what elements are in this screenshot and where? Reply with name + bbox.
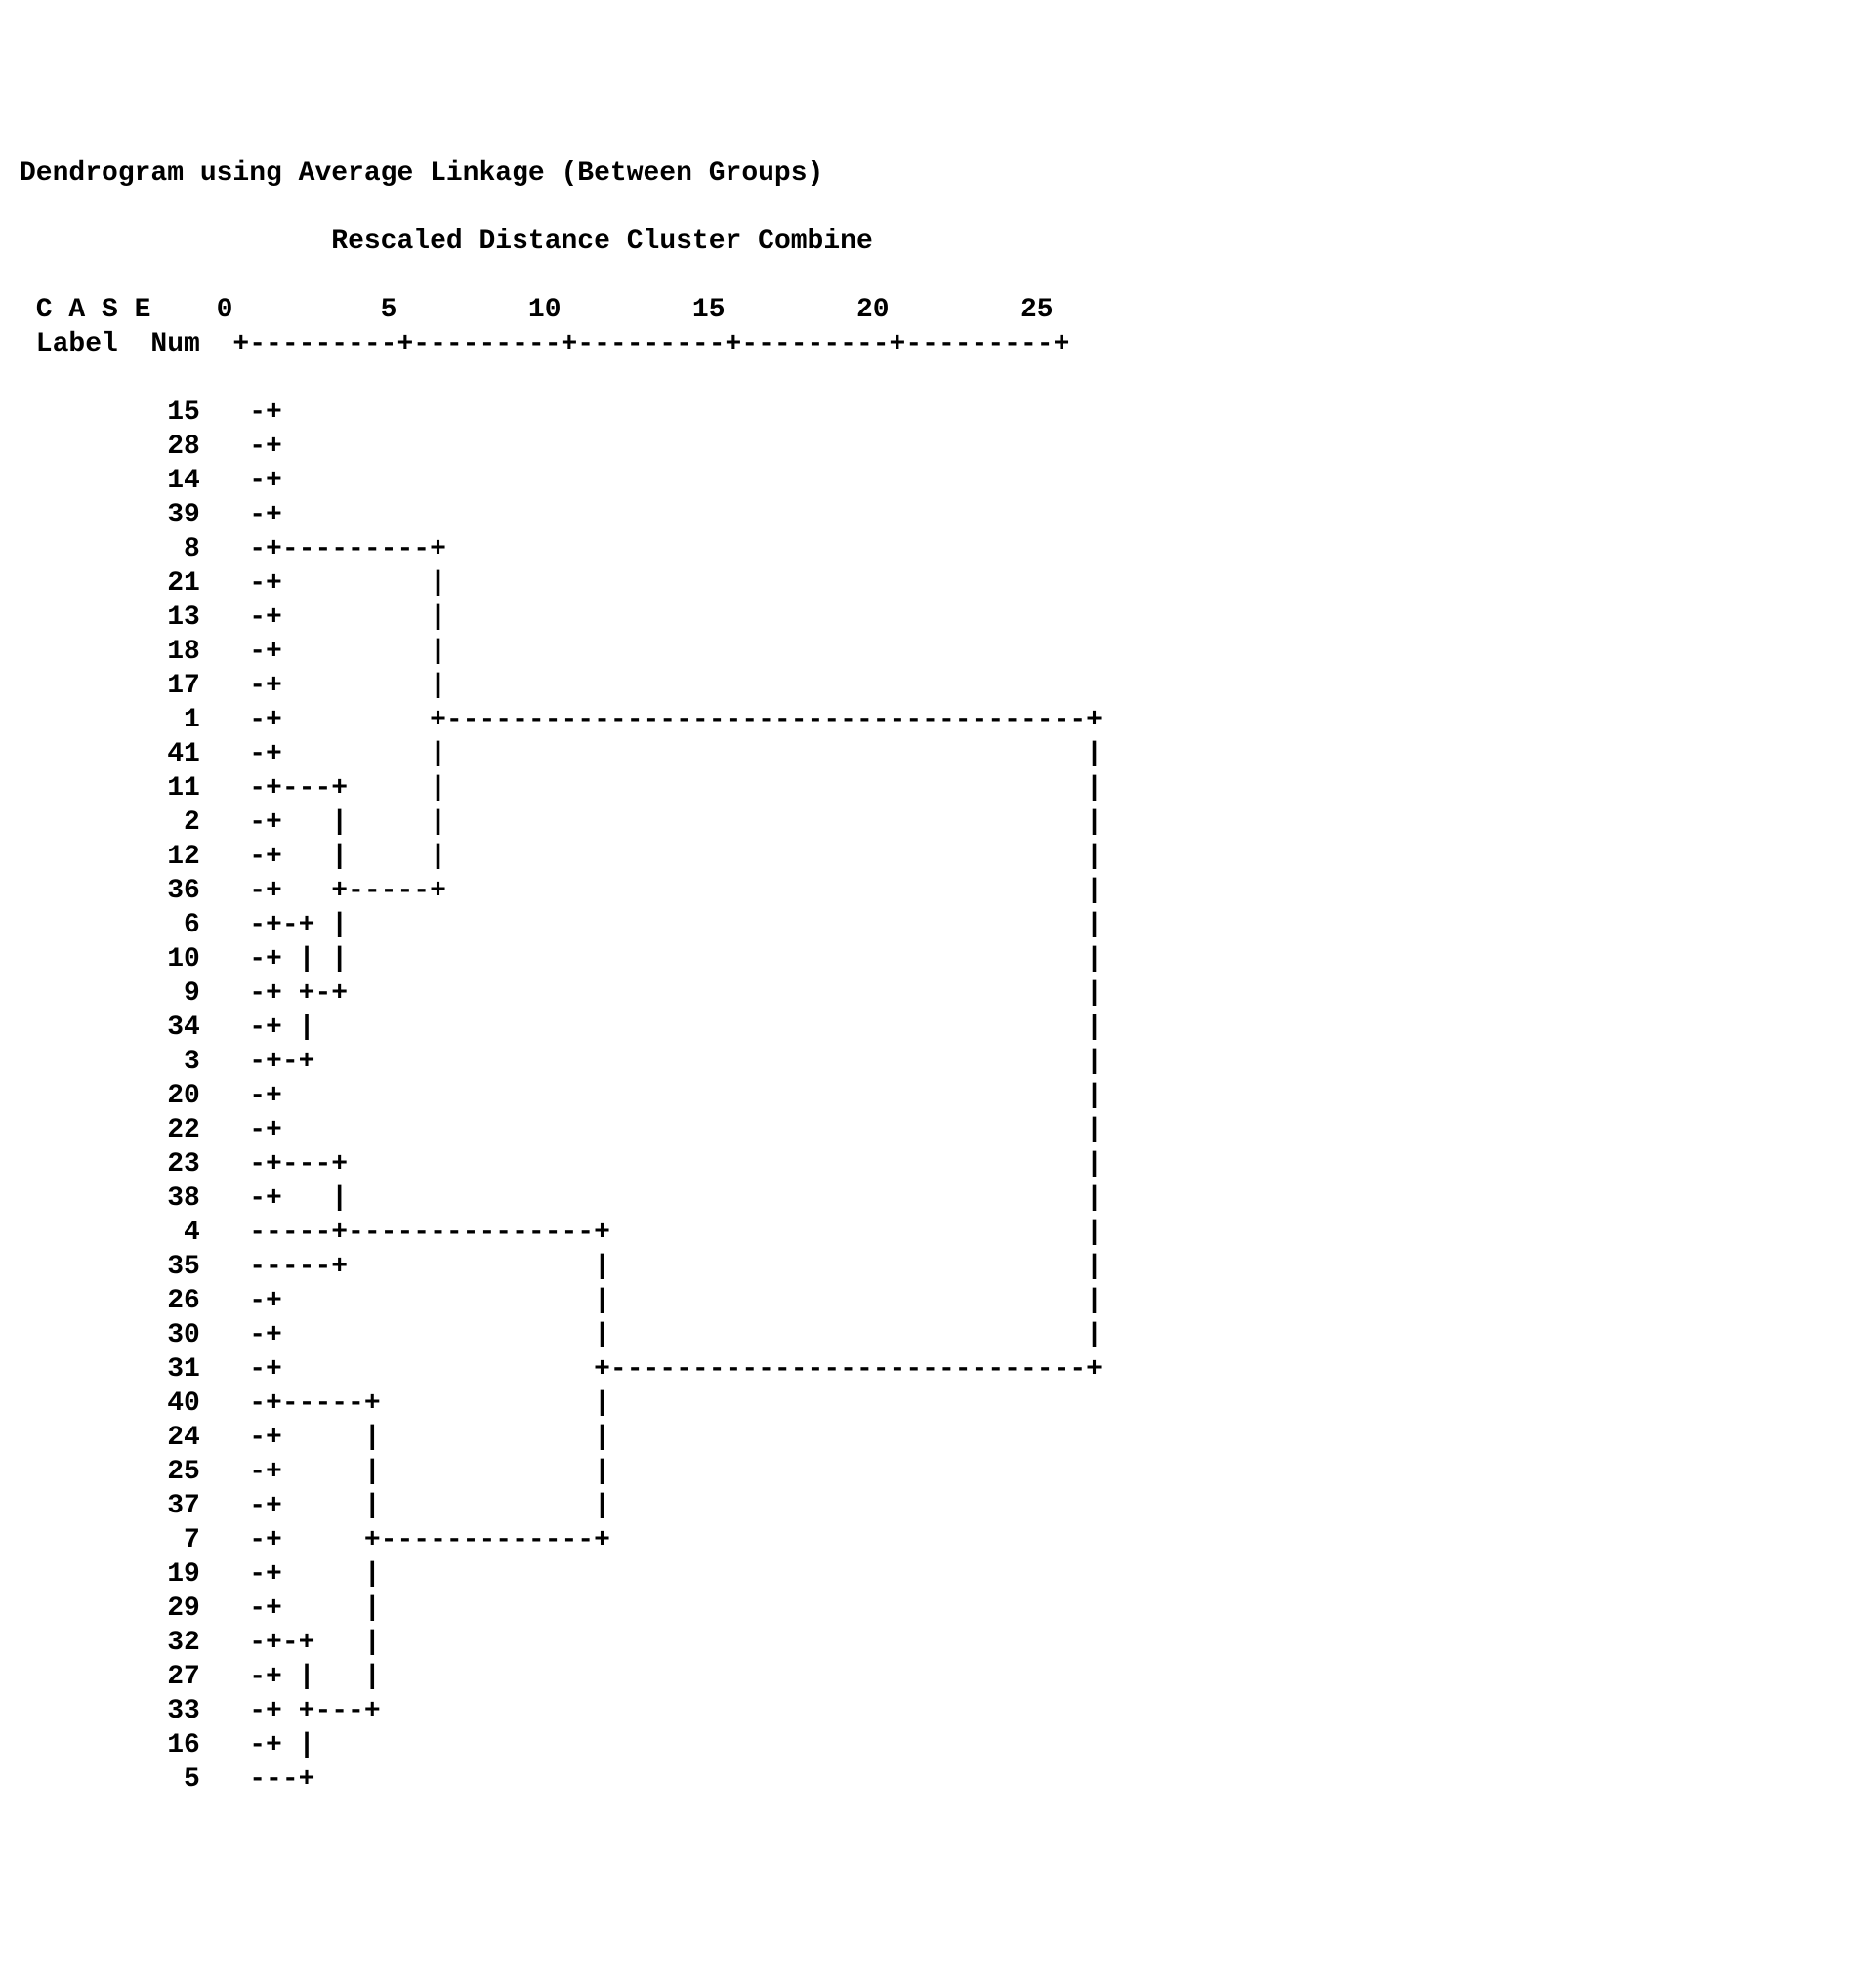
- axis-header-1: C A S E 0 5 10 15 20 25: [20, 295, 1054, 325]
- axis-header-2: Label Num +---------+---------+---------…: [20, 329, 1069, 359]
- subtitle: Rescaled Distance Cluster Combine: [331, 227, 873, 257]
- title: Dendrogram using Average Linkage (Betwee…: [20, 158, 823, 188]
- dendrogram-rows: 15 -+ 28 -+ 14 -+ 39 -+ 8 -+---------+ 2…: [20, 397, 1103, 1795]
- dendrogram-container: Dendrogram using Average Linkage (Betwee…: [20, 156, 1856, 1797]
